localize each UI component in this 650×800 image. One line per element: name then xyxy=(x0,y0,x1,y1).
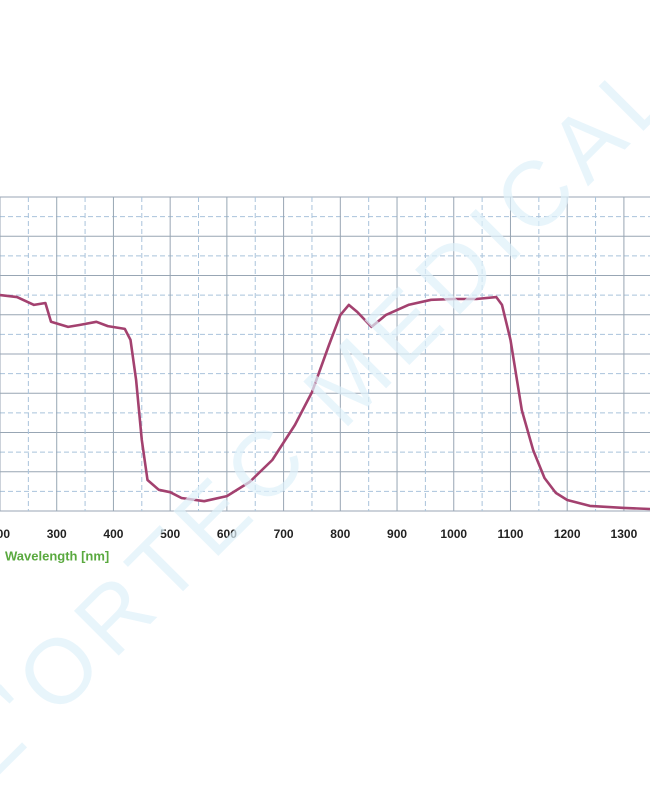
x-axis-label: Wavelength [nm] xyxy=(5,548,109,563)
x-tick-label: 1100 xyxy=(497,527,523,541)
x-tick-label: 1300 xyxy=(611,527,638,541)
x-tick-label: 300 xyxy=(47,527,67,541)
x-tick-label: 1200 xyxy=(554,527,581,541)
data-line xyxy=(0,293,650,511)
x-tick-label: 700 xyxy=(274,527,294,541)
x-tick-label: 600 xyxy=(217,527,237,541)
x-tick-label: 500 xyxy=(160,527,180,541)
watermark: L'ORTEC MEDICAL xyxy=(0,35,650,796)
x-tick-label: 200 xyxy=(0,527,10,541)
x-tick-label: 900 xyxy=(387,527,407,541)
x-tick-label: 400 xyxy=(103,527,123,541)
x-tick-label: 800 xyxy=(330,527,350,541)
x-tick-label: 1000 xyxy=(440,527,467,541)
